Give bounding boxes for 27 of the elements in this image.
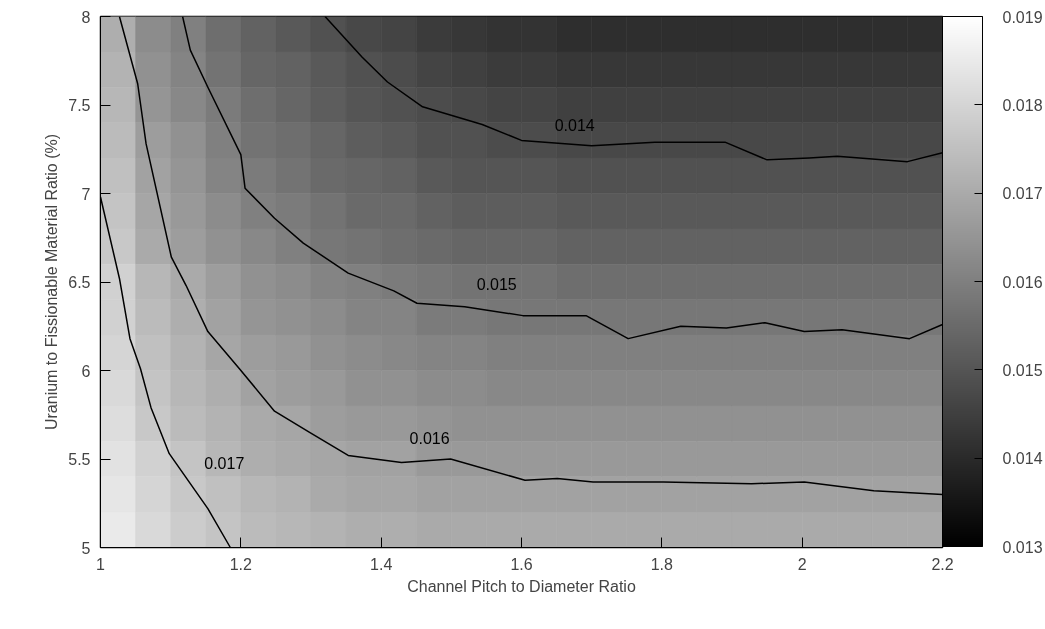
color-bar-label: 0.014 <box>1002 450 1043 468</box>
x-axis-title: Channel Pitch to Diameter Ratio <box>407 577 636 595</box>
x-tick-label: 1.8 <box>650 555 674 573</box>
color-bar-label: 0.019 <box>1002 8 1043 26</box>
x-tick-label: 1.6 <box>510 555 533 573</box>
x-tick-label: 2 <box>797 555 807 573</box>
y-tick-label: 5.5 <box>68 451 91 468</box>
x-tick-label: 1 <box>96 555 106 573</box>
x-tick-label: 2.2 <box>931 555 954 573</box>
color-bar-label: 0.017 <box>1002 185 1043 203</box>
y-tick-label: 7 <box>81 185 91 203</box>
x-tick-label: 1.2 <box>229 555 253 573</box>
color-bar-label: 0.018 <box>1002 96 1043 114</box>
y-tick-label: 8 <box>81 8 91 26</box>
y-tick-label: 7.5 <box>68 97 91 114</box>
x-tick-label: 1.4 <box>370 555 393 573</box>
y-tick-label: 6.5 <box>68 274 91 291</box>
y-axis-title: Uranium to Fissionable Material Ratio (%) <box>43 133 61 431</box>
color-bar-label: 0.016 <box>1002 273 1043 291</box>
color-bar-label: 0.013 <box>1002 538 1043 556</box>
series-label: 0.014 <box>554 116 595 134</box>
series-label: 0.015 <box>476 275 517 293</box>
series-label: 0.017 <box>204 454 245 472</box>
y-tick-label: 6 <box>81 362 91 380</box>
color-bar-label: 0.015 <box>1002 361 1043 379</box>
y-tick-label: 5 <box>81 539 91 557</box>
series-label: 0.016 <box>409 430 450 447</box>
